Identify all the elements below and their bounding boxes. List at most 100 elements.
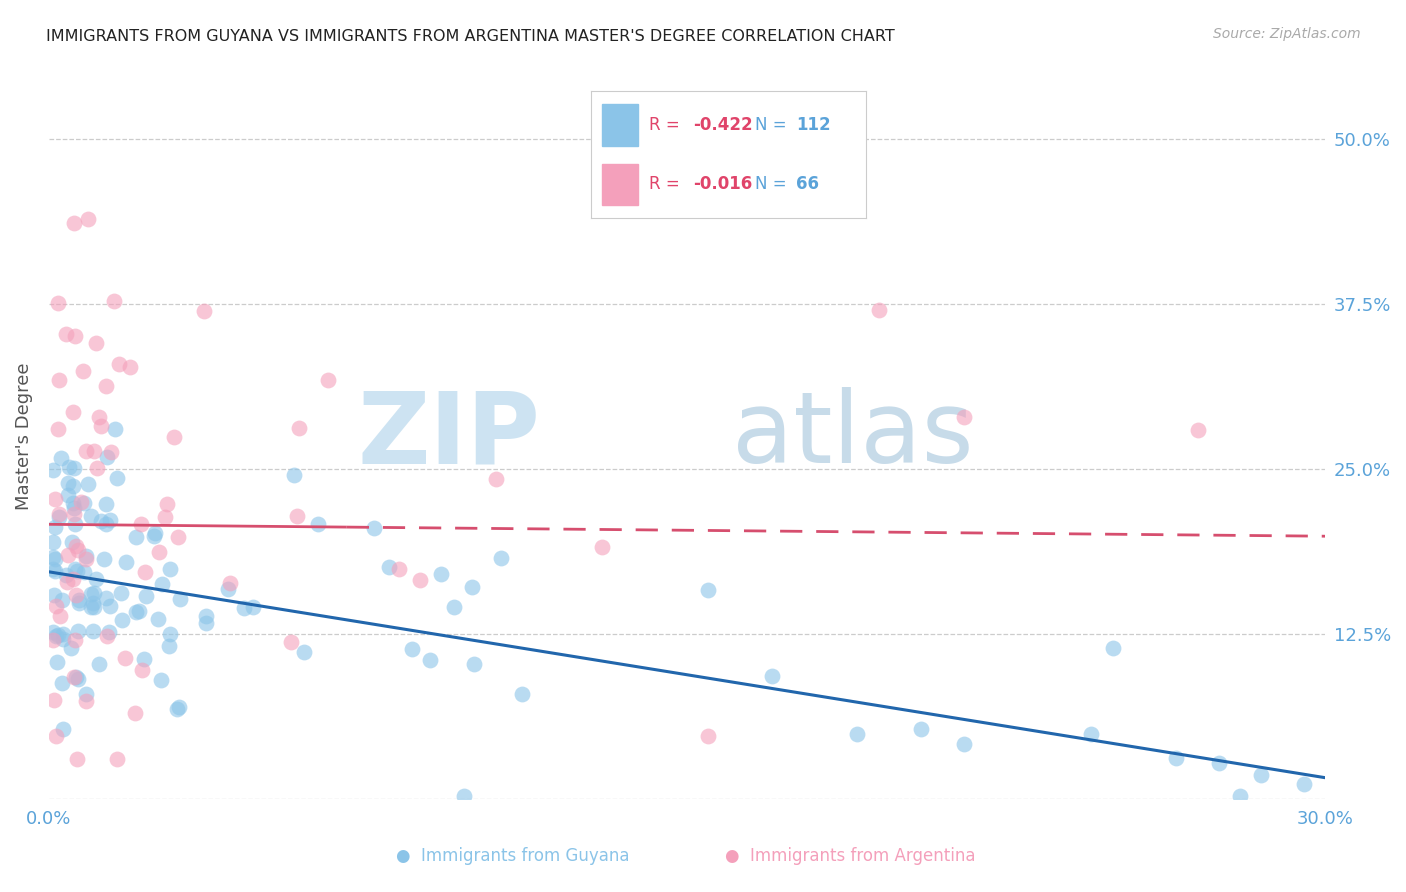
Point bbox=[65, 670, 87, 684]
Point bbox=[62, 461, 84, 475]
Point bbox=[94, 378, 117, 392]
Point bbox=[143, 525, 166, 540]
Point bbox=[1229, 789, 1251, 804]
Point bbox=[44, 552, 66, 566]
Point bbox=[401, 642, 423, 657]
Point bbox=[44, 520, 66, 534]
Point bbox=[42, 462, 65, 476]
Point bbox=[45, 655, 67, 669]
Point bbox=[46, 296, 69, 310]
Point bbox=[1250, 768, 1272, 782]
Point bbox=[48, 609, 70, 624]
Point bbox=[75, 694, 97, 708]
Point bbox=[66, 673, 89, 687]
Point bbox=[103, 294, 125, 309]
Point bbox=[62, 479, 84, 493]
Point bbox=[408, 573, 430, 587]
Point bbox=[193, 303, 215, 318]
Point bbox=[63, 216, 86, 230]
Point bbox=[166, 702, 188, 716]
Point bbox=[60, 640, 83, 655]
Point bbox=[283, 467, 305, 482]
Point bbox=[62, 405, 84, 419]
Point bbox=[846, 727, 869, 741]
Point bbox=[65, 588, 87, 602]
Point bbox=[1292, 776, 1315, 790]
Point bbox=[307, 517, 329, 532]
Point bbox=[242, 599, 264, 614]
Point bbox=[118, 360, 141, 375]
Point bbox=[87, 409, 110, 424]
Point bbox=[135, 589, 157, 603]
Point bbox=[910, 723, 932, 737]
Y-axis label: Master's Degree: Master's Degree bbox=[15, 362, 32, 509]
Point bbox=[42, 693, 65, 707]
Point bbox=[42, 535, 65, 549]
Point bbox=[100, 444, 122, 458]
Point bbox=[79, 508, 101, 523]
Point bbox=[110, 586, 132, 600]
Point bbox=[72, 364, 94, 378]
Point bbox=[461, 580, 484, 594]
Point bbox=[96, 629, 118, 643]
Point bbox=[150, 577, 173, 591]
Point bbox=[952, 737, 974, 751]
Point bbox=[443, 600, 465, 615]
Point bbox=[51, 593, 73, 607]
Point bbox=[42, 550, 65, 565]
Point bbox=[463, 657, 485, 672]
Point bbox=[84, 573, 107, 587]
Point bbox=[60, 535, 83, 549]
Point bbox=[75, 549, 97, 563]
Point bbox=[131, 664, 153, 678]
Point bbox=[292, 645, 315, 659]
Point bbox=[114, 651, 136, 665]
Point bbox=[387, 561, 409, 575]
Text: IMMIGRANTS FROM GUYANA VS IMMIGRANTS FROM ARGENTINA MASTER'S DEGREE CORRELATION : IMMIGRANTS FROM GUYANA VS IMMIGRANTS FRO… bbox=[46, 29, 896, 44]
Point bbox=[419, 653, 441, 667]
Point bbox=[316, 373, 339, 387]
Point bbox=[363, 521, 385, 535]
Point bbox=[63, 562, 86, 576]
Point bbox=[46, 422, 69, 436]
Point bbox=[45, 729, 67, 743]
Point bbox=[1101, 641, 1123, 656]
Point bbox=[51, 451, 73, 466]
Point bbox=[167, 699, 190, 714]
Point bbox=[46, 628, 69, 642]
Text: ZIP: ZIP bbox=[357, 387, 540, 484]
Point bbox=[67, 597, 90, 611]
Point bbox=[66, 564, 89, 578]
Point bbox=[73, 566, 96, 580]
Point bbox=[148, 545, 170, 559]
Point bbox=[96, 497, 118, 511]
Point bbox=[98, 513, 121, 527]
Point bbox=[761, 669, 783, 683]
Point bbox=[195, 609, 218, 624]
Point bbox=[44, 588, 66, 602]
Point bbox=[44, 491, 66, 506]
Point bbox=[1080, 727, 1102, 741]
Point bbox=[125, 530, 148, 544]
Point bbox=[51, 676, 73, 690]
Point bbox=[510, 687, 533, 701]
Point bbox=[58, 488, 80, 502]
Point bbox=[83, 586, 105, 600]
Point bbox=[90, 514, 112, 528]
Point bbox=[63, 328, 86, 343]
Point bbox=[75, 551, 97, 566]
Point bbox=[94, 591, 117, 606]
Point bbox=[195, 615, 218, 630]
Point bbox=[233, 600, 256, 615]
Point bbox=[105, 752, 128, 766]
Point bbox=[82, 624, 104, 638]
Point bbox=[159, 562, 181, 576]
Point bbox=[90, 418, 112, 433]
Point bbox=[378, 559, 401, 574]
Point bbox=[217, 582, 239, 596]
Text: ●  Immigrants from Guyana: ● Immigrants from Guyana bbox=[396, 847, 630, 865]
Point bbox=[96, 516, 118, 531]
Point bbox=[56, 476, 79, 491]
Point bbox=[76, 477, 98, 491]
Point bbox=[66, 752, 89, 766]
